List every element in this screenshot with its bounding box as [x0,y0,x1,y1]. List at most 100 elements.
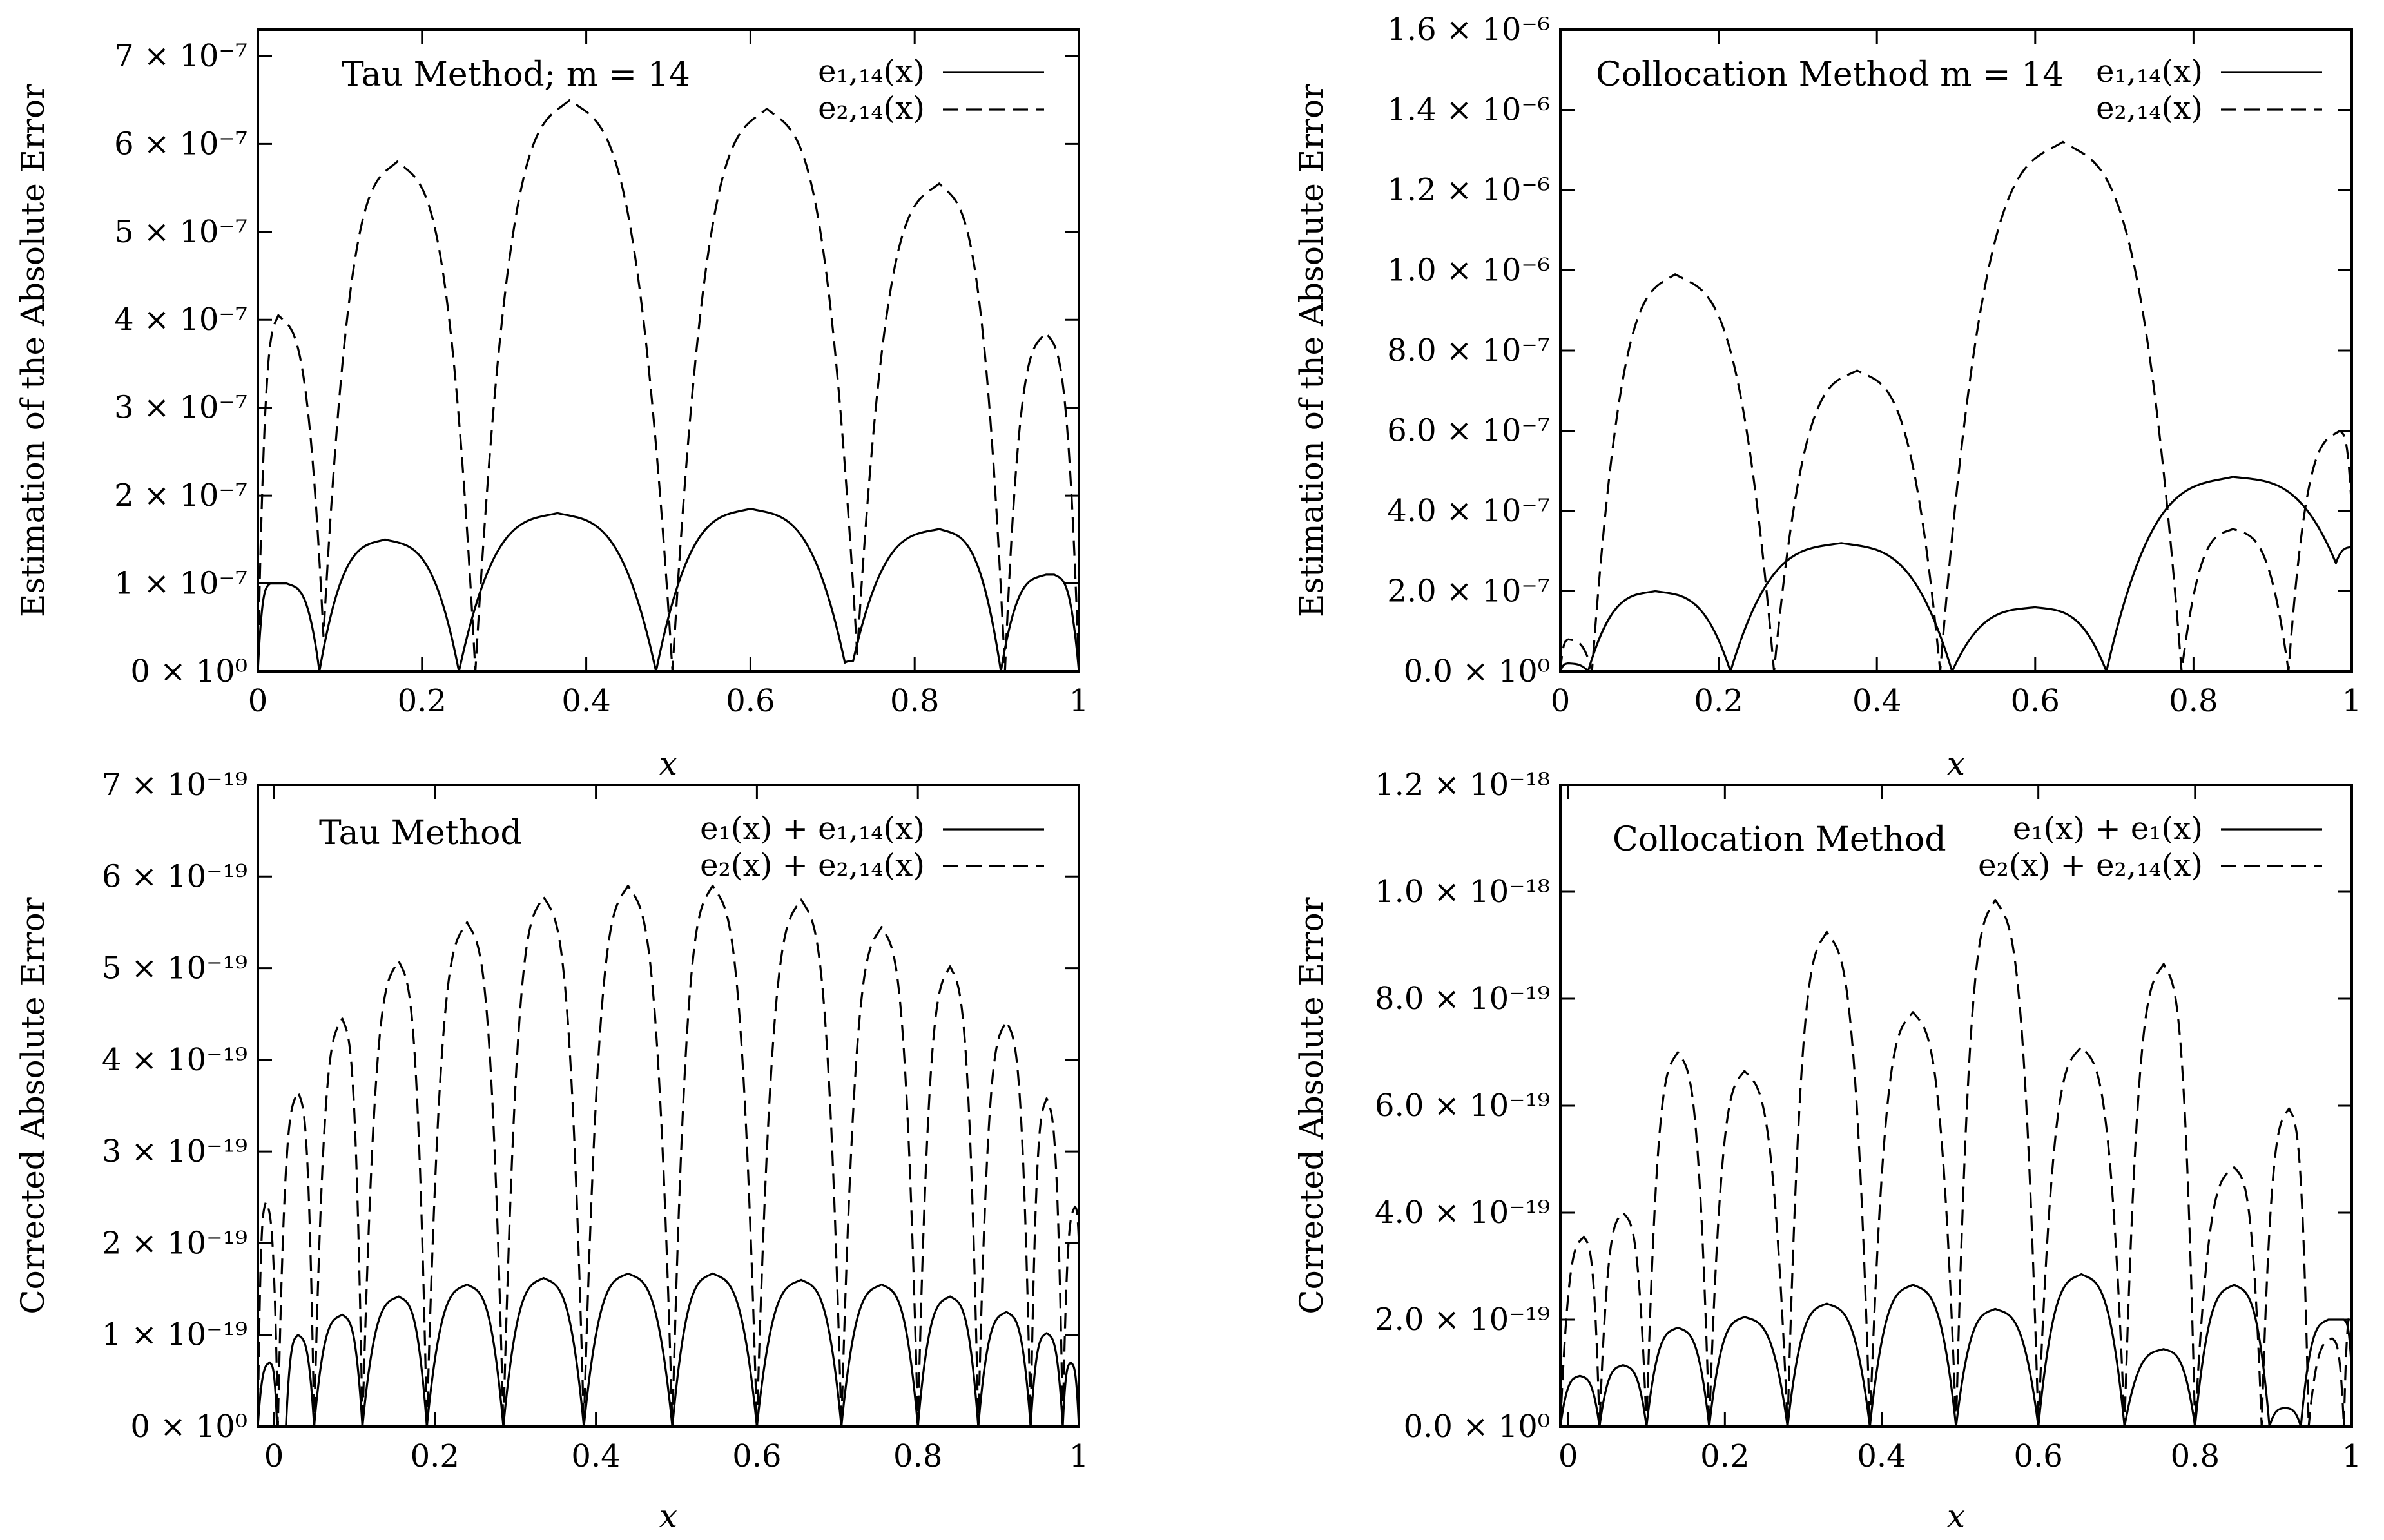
y-tick-label: 8.0 × 10⁻¹⁹ [1375,981,1550,1017]
x-tick-label: 1 [1069,1438,1089,1474]
tick-marks [1560,784,2353,1428]
y-tick-label: 2 × 10⁻⁷ [114,477,247,514]
y-tick-label: 2.0 × 10⁻¹⁹ [1375,1302,1550,1338]
y-axis-title: Corrected Absolute Error [1293,897,1330,1314]
y-tick-label: 2.0 × 10⁻⁷ [1387,573,1550,610]
x-tick-label: 0.4 [561,683,610,719]
y-axis-title: Estimation of the Absolute Error [14,84,52,617]
series-layer [257,884,1080,1428]
series-line-2 [1559,140,2353,673]
y-tick-label: 0 × 10⁰ [130,653,247,689]
tick-labels: 0 0.2 0.4 0.6 0.8 1 0.0 × 10⁰ 2.0 × 10⁻¹⁹ 4.0 × … [1375,767,2361,1474]
panel-title: Tau Method [319,814,522,852]
tick-labels: 0 0.2 0.4 0.6 0.8 1 0.0 × 10⁰ 2.0 × 10⁻⁷ 4.0 × 1… [1387,12,2361,719]
x-tick-label: 0.4 [1857,1438,1906,1474]
panel-title: Collocation Method [1613,820,1946,859]
y-tick-label: 1.2 × 10⁻¹⁸ [1375,767,1550,803]
legend-label-series-1: e₁,₁₄(x) [818,53,925,90]
y-axis-title: Corrected Absolute Error [14,897,52,1314]
legend: e₁(x) + e₁(x) e₂(x) + e₂,₁₄(x) [1978,811,2322,883]
series-layer [1559,898,2353,1428]
panel-collocation-estimate: 0 0.2 0.4 0.6 0.8 1 0.0 × 10⁰ 2.0 × 10⁻⁷ 4.0 × 1… [1293,12,2361,782]
y-tick-label: 1.0 × 10⁻¹⁸ [1375,874,1550,910]
x-tick-label: 0.6 [2011,683,2060,719]
panel-collocation-corrected: 0 0.2 0.4 0.6 0.8 1 0.0 × 10⁰ 2.0 × 10⁻¹⁹ 4.0 × … [1293,767,2361,1535]
legend: e₁(x) + e₁,₁₄(x) e₂(x) + e₂,₁₄(x) [700,811,1044,883]
y-tick-label: 1 × 10⁻¹⁹ [102,1317,247,1353]
series-line-2 [1559,898,2353,1428]
legend: e₁,₁₄(x) e₂,₁₄(x) [818,53,1044,126]
y-tick-label: 6.0 × 10⁻⁷ [1387,413,1550,449]
x-tick-label: 0.2 [411,1438,460,1474]
y-tick-label: 4.0 × 10⁻¹⁹ [1375,1195,1550,1231]
y-tick-label: 1.0 × 10⁻⁶ [1387,253,1550,289]
x-tick-label: 0.4 [571,1438,620,1474]
y-tick-label: 1.4 × 10⁻⁶ [1387,92,1550,128]
x-tick-label: 0.2 [1700,1438,1749,1474]
series-line-1 [257,1272,1080,1428]
series-line-1 [1559,476,2352,673]
x-tick-label: 1 [2342,683,2362,719]
tick-marks [257,30,1080,673]
tick-marks [258,784,1080,1428]
tick-marks [1559,28,2353,673]
y-tick-label: 5 × 10⁻¹⁹ [102,950,247,987]
panel-title: Tau Method; m = 14 [342,55,690,94]
plot-frame [1559,784,2353,1428]
y-tick-label: 5 × 10⁻⁷ [114,214,247,250]
x-tick-label: 0.6 [732,1438,781,1474]
x-tick-label: 0.8 [890,683,939,719]
x-tick-label: 0.8 [2171,1438,2220,1474]
x-axis-title: x [659,1497,677,1535]
y-tick-label: 0.0 × 10⁰ [1404,653,1550,689]
y-tick-label: 8.0 × 10⁻⁷ [1387,332,1550,369]
x-tick-label: 1 [1069,683,1089,719]
tick-labels: 0 0.2 0.4 0.6 0.8 1 0 × 10⁰ 1 × 10⁻⁷ 2 × 10⁻⁷ 3 ×… [114,38,1089,719]
x-tick-label: 0.8 [893,1438,942,1474]
y-tick-label: 7 × 10⁻⁷ [114,38,247,74]
legend: e₁,₁₄(x) e₂,₁₄(x) [2096,53,2322,126]
y-tick-label: 4.0 × 10⁻⁷ [1387,493,1550,529]
y-tick-label: 6 × 10⁻⁷ [114,126,247,162]
y-tick-label: 4 × 10⁻¹⁹ [102,1042,247,1078]
series-line-2 [257,884,1080,1428]
series-line-2 [257,99,1080,673]
plot-frame [1559,28,2353,673]
x-tick-label: 0 [248,683,268,719]
y-tick-label: 4 × 10⁻⁷ [114,302,247,338]
x-tick-label: 0.2 [398,683,447,719]
y-tick-label: 1.6 × 10⁻⁶ [1387,12,1550,48]
x-tick-label: 0.8 [2169,683,2218,719]
y-tick-label: 2 × 10⁻¹⁹ [102,1225,247,1261]
x-tick-label: 0.6 [726,683,775,719]
tick-labels: 0 0.2 0.4 0.6 0.8 1 0 × 10⁰ 1 × 10⁻¹⁹ 2 × 10⁻¹⁹ 3… [102,767,1089,1474]
y-tick-label: 7 × 10⁻¹⁹ [102,767,247,803]
series-line-1 [257,508,1080,673]
legend-label-series-2: e₂(x) + e₂,₁₄(x) [1978,847,2203,883]
y-tick-label: 1 × 10⁻⁷ [114,566,247,602]
x-tick-label: 0.6 [2013,1438,2062,1474]
legend-label-series-1: e₁(x) + e₁(x) [2013,811,2203,847]
y-tick-label: 6 × 10⁻¹⁹ [102,858,247,894]
x-axis-title: x [1947,745,1965,782]
y-tick-label: 3 × 10⁻¹⁹ [102,1133,247,1169]
x-tick-label: 0 [264,1438,284,1474]
y-tick-label: 0.0 × 10⁰ [1404,1409,1550,1445]
legend-label-series-2: e₂,₁₄(x) [818,90,925,126]
panel-tau-corrected: 0 0.2 0.4 0.6 0.8 1 0 × 10⁰ 1 × 10⁻¹⁹ 2 × 10⁻¹⁹ 3… [14,767,1089,1535]
y-tick-label: 0 × 10⁰ [130,1409,247,1445]
y-tick-label: 3 × 10⁻⁷ [114,390,247,426]
x-tick-label: 1 [2342,1438,2362,1474]
x-tick-label: 0 [1558,1438,1578,1474]
y-axis-title: Estimation of the Absolute Error [1293,84,1330,617]
x-tick-label: 0.2 [1694,683,1743,719]
y-tick-label: 6.0 × 10⁻¹⁹ [1375,1088,1550,1124]
legend-label-series-1: e₁,₁₄(x) [2096,53,2203,90]
plot-frame [257,784,1080,1428]
legend-label-series-2: e₂(x) + e₂,₁₄(x) [700,847,925,883]
panel-tau-estimate: 0 0.2 0.4 0.6 0.8 1 0 × 10⁰ 1 × 10⁻⁷ 2 × 10⁻⁷ 3 ×… [14,28,1089,782]
x-axis-title: x [1947,1497,1965,1535]
x-axis-title: x [659,745,677,782]
plot-frame [257,28,1080,673]
